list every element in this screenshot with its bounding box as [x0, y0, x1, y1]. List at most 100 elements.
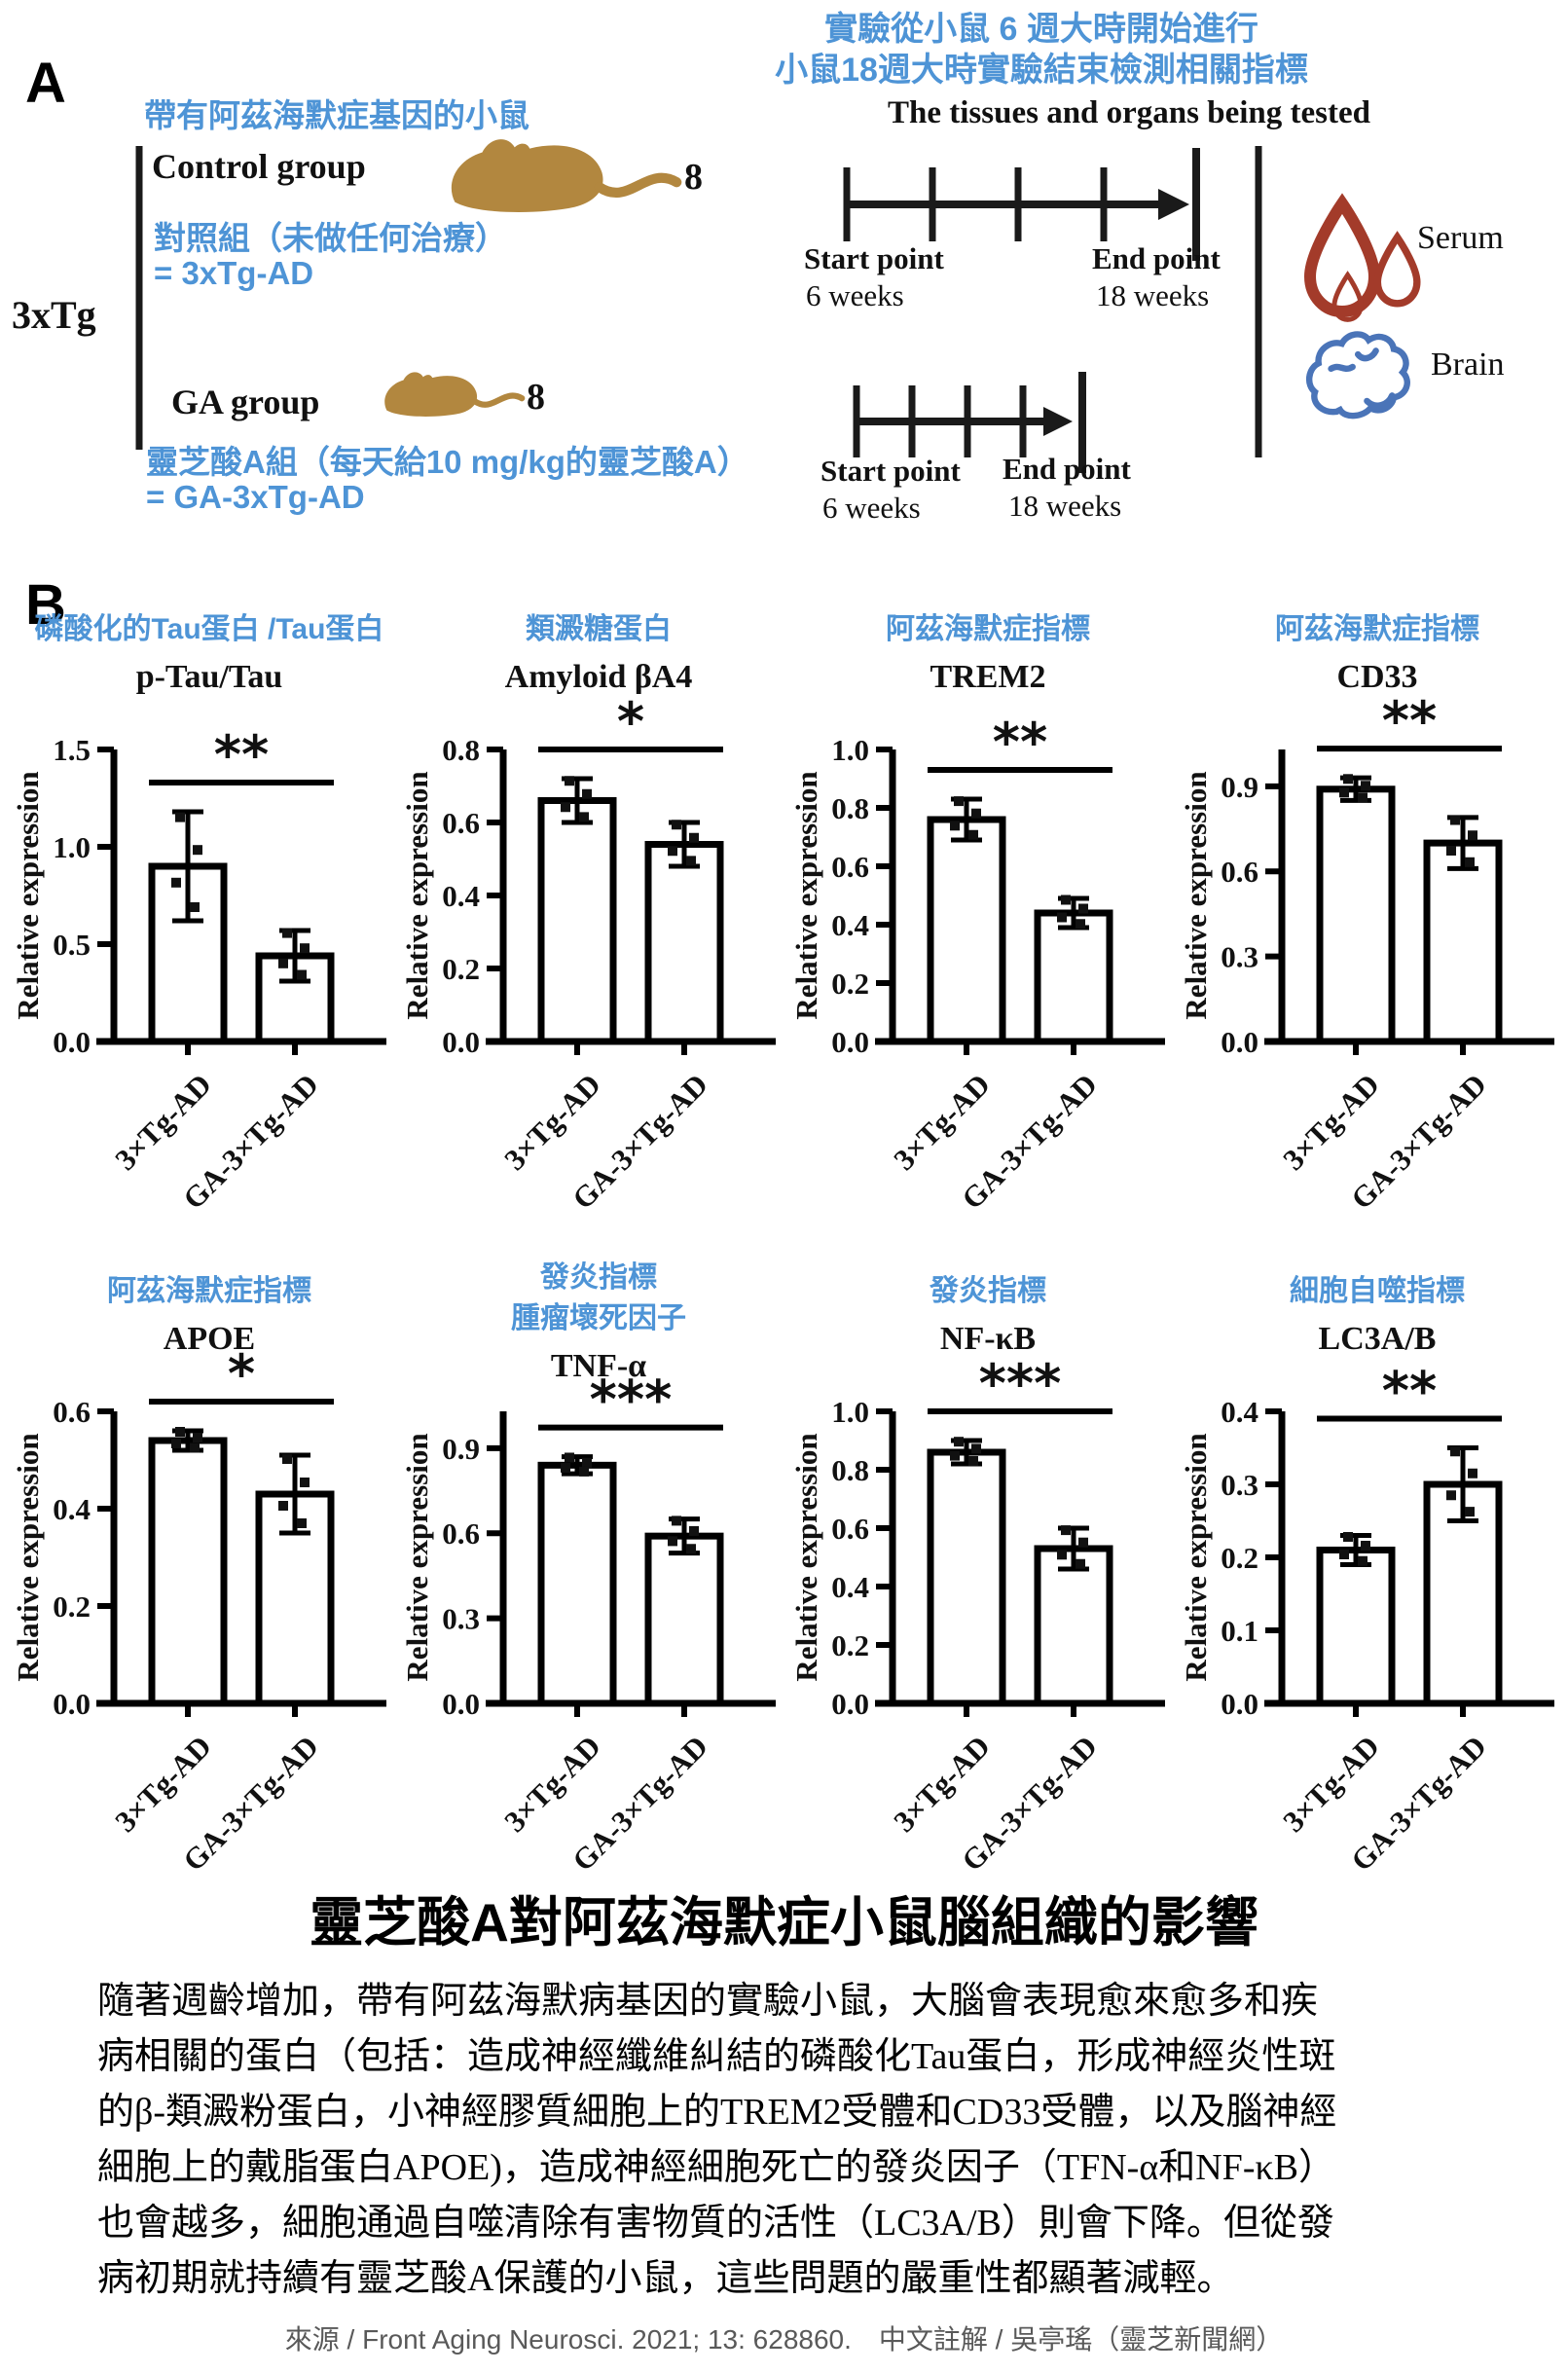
timeline1-end-sub: 18 weeks	[1096, 278, 1210, 312]
y-tick-label: 0.0	[442, 1687, 480, 1721]
chart-title: APOE	[164, 1321, 255, 1357]
timeline-control	[843, 148, 1200, 261]
chart-canvas: 發炎指標NF-κB3×Tg-ADGA-3×Tg-AD0.00.20.40.60.…	[789, 1275, 1165, 1878]
x-category-label: 3×Tg-AD	[108, 1729, 218, 1839]
y-axis-label: Relative expression	[1179, 771, 1213, 1019]
y-tick-label: 0.4	[831, 1570, 869, 1604]
panel-a-left-annotation: 帶有阿茲海默症基因的小鼠	[144, 97, 529, 133]
data-point	[297, 1518, 307, 1528]
data-point	[668, 846, 677, 857]
chart-canvas: 發炎指標腫瘤壞死因子TNF-α3×Tg-ADGA-3×Tg-AD0.00.30.…	[400, 1261, 776, 1878]
chart-title: CD33	[1336, 659, 1417, 695]
y-tick-label: 1.5	[53, 733, 91, 767]
significance-stars: **	[214, 724, 269, 785]
data-point	[190, 1442, 200, 1453]
significance-stars: ***	[590, 1369, 673, 1431]
data-point	[950, 1450, 960, 1461]
caption-line: 細胞上的戴脂蛋白APOE)，造成神經細胞死亡的發炎因子（TFN-α和NF-κB）	[97, 2147, 1335, 2188]
y-tick-label: 0.3	[1221, 940, 1258, 974]
y-axis-label: Relative expression	[400, 1433, 434, 1681]
bar-3×Tg-AD	[148, 1437, 228, 1707]
timeline2-end-sub: 18 weeks	[1008, 489, 1122, 523]
bar-3×Tg-AD	[1316, 785, 1396, 1045]
y-tick-label: 0.0	[53, 1025, 91, 1059]
y-axis-label: Relative expression	[11, 771, 45, 1019]
data-point	[950, 821, 960, 831]
bar-3×Tg-AD	[927, 816, 1006, 1045]
timeline1-start-label: Start point	[804, 241, 944, 275]
y-tick-label: 0.1	[1221, 1614, 1258, 1648]
y-tick-label: 0.0	[1221, 1025, 1258, 1059]
data-point	[300, 943, 310, 954]
data-point	[1446, 845, 1456, 856]
ga-group-count: 8	[527, 377, 545, 418]
data-point	[686, 856, 696, 866]
y-tick-label: 0.4	[442, 879, 480, 913]
data-point	[193, 1433, 202, 1442]
y-axis-label: Relative expression	[11, 1433, 45, 1681]
chart-annotation: 類澱糖蛋白	[526, 613, 672, 645]
chart-title: Amyloid βA4	[505, 659, 693, 695]
control-group-alias: = 3xTg-AD	[154, 255, 314, 291]
x-category-label: 3×Tg-AD	[887, 1729, 997, 1839]
data-point	[1057, 912, 1067, 923]
chart-annotation: 細胞自噬指標	[1290, 1275, 1465, 1307]
bar-3×Tg-AD	[927, 1448, 1006, 1707]
y-tick-label: 0.6	[442, 1516, 480, 1551]
y-tick-label: 0.6	[1221, 855, 1258, 889]
y-tick-label: 1.0	[831, 1395, 869, 1429]
data-point	[1450, 815, 1460, 825]
chart-annotation: 發炎指標	[539, 1261, 657, 1294]
data-point	[561, 1462, 570, 1473]
data-point	[297, 969, 307, 980]
chart-NF-κB: 發炎指標 NF-κB 3×Tg-AD GA-3×Tg-AD 0.0 0.2 0.4 0.6 0.…	[784, 1246, 1173, 1927]
y-tick-label: 0.8	[442, 733, 480, 767]
strain-bracket-label: 3xTg	[12, 293, 96, 337]
bar-GA-3×Tg-AD	[1423, 839, 1503, 1045]
data-point	[561, 802, 570, 813]
data-point	[1343, 1532, 1353, 1542]
data-point	[689, 1525, 699, 1536]
x-category-label: 3×Tg-AD	[497, 1729, 607, 1839]
data-point	[193, 845, 202, 856]
data-point	[175, 1427, 185, 1437]
y-tick-label: 0.0	[53, 1687, 91, 1721]
data-point	[1465, 1507, 1475, 1517]
y-tick-label: 0.6	[442, 806, 480, 840]
y-tick-label: 0.4	[831, 908, 869, 942]
figure-caption: 隨著週齡增加，帶有阿茲海默病基因的實驗小鼠，大腦會表現愈來愈多和疾 病相關的蛋白…	[97, 1974, 1479, 2307]
control-group-name: Control group	[152, 147, 366, 186]
panel-b-label: B	[25, 573, 66, 637]
data-point	[1450, 1446, 1460, 1457]
timeline1-end-label: End point	[1092, 241, 1221, 275]
data-point	[1057, 1550, 1067, 1560]
ga-group-note: 靈芝酸A組（每天給10 mg/kg的靈芝酸A）	[146, 444, 749, 480]
y-tick-label: 0.9	[1221, 770, 1258, 804]
data-point	[282, 1454, 292, 1464]
timeline1-start-sub: 6 weeks	[806, 278, 904, 312]
chart-canvas: 磷酸化的Tau蛋白 /Tau蛋白p-Tau/Tau3×Tg-ADGA-3×Tg-…	[11, 613, 386, 1216]
data-point	[278, 1501, 288, 1511]
timeline2-start-sub: 6 weeks	[822, 491, 921, 525]
bar-GA-3×Tg-AD	[644, 841, 724, 1045]
chart-title: NF-κB	[940, 1321, 1036, 1357]
data-point	[968, 1456, 978, 1466]
significance-stars: **	[1382, 1361, 1437, 1422]
data-point	[300, 1478, 310, 1487]
data-point	[582, 788, 592, 799]
y-tick-label: 0.2	[442, 952, 480, 986]
y-tick-label: 0.4	[1221, 1395, 1258, 1429]
figure-title: 靈芝酸A對阿茲海默症小鼠腦組織的影響	[310, 1892, 1258, 1953]
chart-canvas: 阿茲海默症指標TREM23×Tg-ADGA-3×Tg-AD0.00.20.40.…	[789, 613, 1165, 1216]
significance-stars: **	[993, 712, 1047, 773]
data-point	[672, 820, 681, 830]
y-tick-label: 0.2	[53, 1589, 91, 1624]
data-point	[1061, 894, 1071, 905]
x-category-label: 3×Tg-AD	[1276, 1729, 1386, 1839]
data-point	[971, 1443, 981, 1454]
ga-group-alias: = GA-3xTg-AD	[146, 479, 365, 515]
data-point	[968, 829, 978, 840]
timeline2-start-label: Start point	[820, 454, 961, 488]
y-tick-label: 0.3	[1221, 1468, 1258, 1502]
y-tick-label: 0.2	[1221, 1541, 1258, 1575]
